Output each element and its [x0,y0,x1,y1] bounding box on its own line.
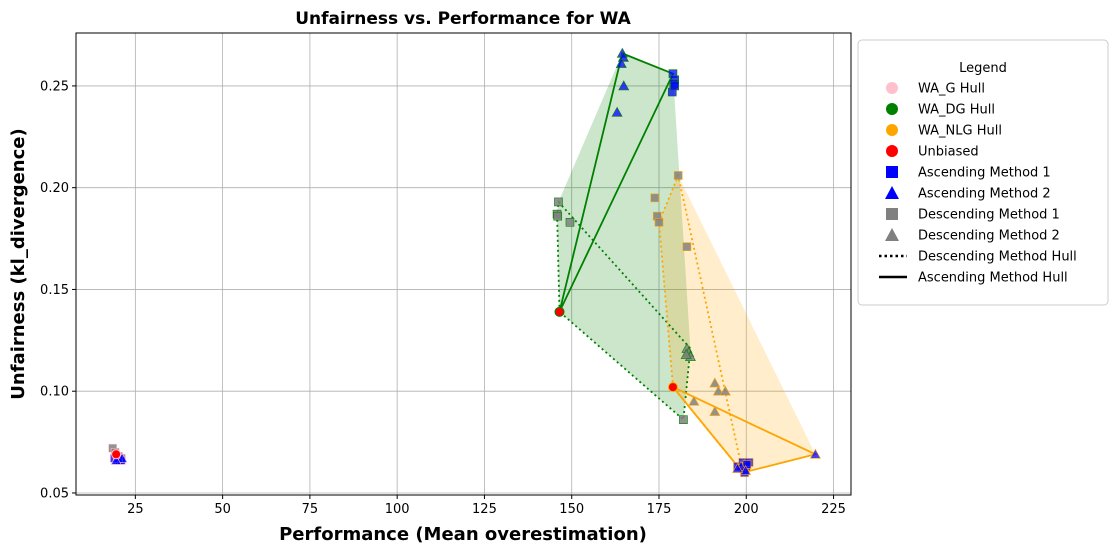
legend-label-descending-method-hull: Descending Method Hull [918,250,1077,265]
descending-method-2-point [719,385,731,396]
wa-dg-ascending-hull [558,52,675,313]
ascending-method-2-point [611,106,623,117]
descending-method-2-point [712,385,724,396]
y-tick-label: 0.15 [40,283,69,298]
ascending-method-2-point [732,462,744,473]
y-tick-label: 0.20 [40,181,69,196]
descending-method-1-point [673,171,683,180]
legend-entries: WA_G Hull WA_DG Hull WA_NLG Hull Unbiased As… [879,82,1077,286]
ascending-method-1-point [670,81,680,91]
wa-dg-descending-hull [556,199,692,422]
x-axis-label: Performance (Mean overestimation) [279,524,647,545]
unbiased-point [554,306,565,317]
descending-method-1-point [554,197,563,207]
descending-method-1-point [682,242,692,252]
descending-method-1-point [553,211,563,221]
legend-label-ascending-method-1: Ascending Method 1 [918,166,1051,181]
y-tick-label: 0.25 [40,79,69,94]
legend-marker-ascending-method-1 [886,166,898,178]
descending-method-1-point [654,217,664,227]
marker-layer [108,47,821,477]
x-tick-label: 25 [127,502,144,517]
ascending-method-2-point [110,454,122,465]
legend-label-wa-g-hull: WA_G Hull [918,82,985,97]
legend-marker-unbiased [886,145,898,157]
unbiased-point [111,449,122,460]
legend-marker-descending-method-2 [885,228,899,241]
ascending-method-2-point [615,57,627,68]
x-tick-label: 50 [214,502,231,517]
legend-marker-descending-method-1 [886,208,898,220]
legend-marker-wa-g-hull [886,82,898,94]
legend-label-unbiased: Unbiased [918,145,979,160]
x-tick-label: 100 [385,502,410,517]
legend-box [857,39,1109,306]
x-tick-label: 125 [472,502,497,517]
ascending-method-2-point [618,80,630,91]
legend-marker-wa-dg-hull [886,103,898,115]
x-tick-label: 150 [559,502,584,517]
descending-method-2-point [680,348,692,359]
wa-nlg-hull-fill [659,175,816,473]
ascending-method-2-point [740,464,752,475]
y-tick-label: 0.10 [40,385,69,400]
ascending-method-2-point [809,448,821,459]
descending-method-1-point [650,193,660,203]
legend-label-descending-method-2: Descending Method 2 [918,229,1060,244]
chart-title: Unfairness vs. Performance for WA [295,9,631,29]
y-tick-label: 0.05 [40,486,69,501]
hull-fill-layer [557,53,816,473]
x-tick-label: 200 [734,502,759,517]
descending-method-2-point [709,377,721,388]
wa-dg-hull-fill [557,53,691,420]
descending-method-1-point [679,415,688,424]
x-tick-label: 225 [821,502,846,517]
tick-layer: 25 50 75 100 125 150 175 200 225 0.05 0.10 0.15 0.20… [40,79,846,517]
legend-marker-wa-nlg-hull [886,124,898,136]
y-axis-label: Unfairness (kl_divergence) [8,128,29,399]
legend-label-wa-nlg-hull: WA_NLG Hull [918,124,1002,139]
descending-method-1-point [565,217,575,227]
legend-label-descending-method-1: Descending Method 1 [918,208,1060,223]
legend: Legend WA_G Hull WA_DG Hull WA_NLG Hull Unb… [857,39,1109,306]
legend-label-ascending-method-hull: Ascending Method Hull [918,271,1068,286]
legend-marker-ascending-method-2 [885,186,899,199]
descending-method-2-point [709,405,721,416]
descending-method-2-point [688,395,700,406]
x-tick-label: 75 [302,502,319,517]
unbiased-point [667,382,678,393]
plot-frame [75,32,852,496]
legend-label-ascending-method-2: Ascending Method 2 [918,187,1051,202]
legend-title: Legend [959,61,1007,76]
x-tick-label: 175 [647,502,672,517]
legend-label-wa-dg-hull: WA_DG Hull [918,103,995,118]
